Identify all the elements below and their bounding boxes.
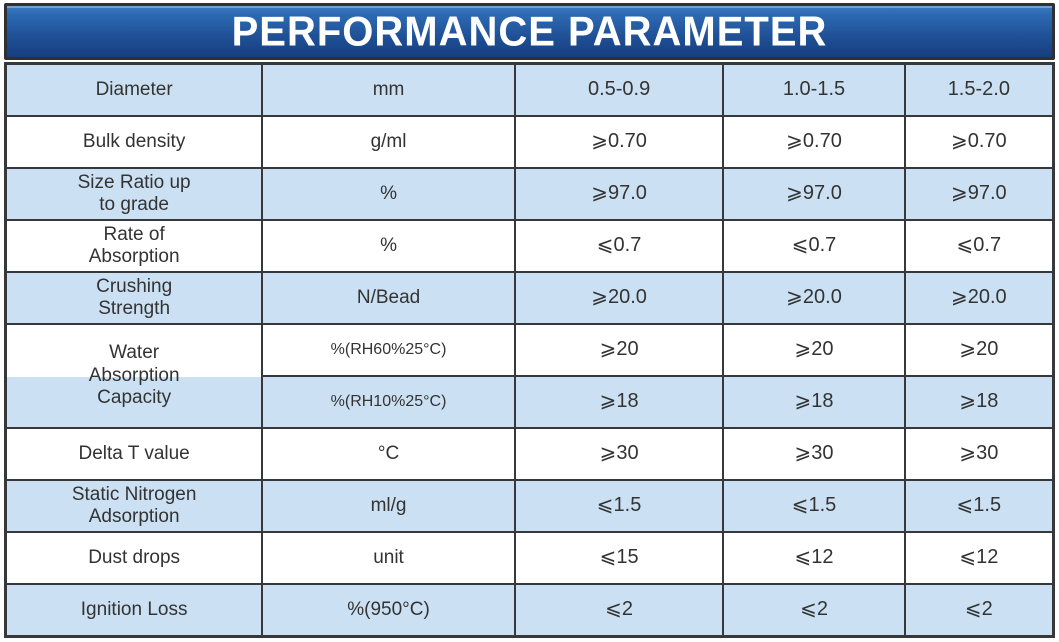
param-value: ⩾20.0: [722, 271, 906, 325]
param-value: ⩾18: [722, 375, 906, 429]
page-title: PERFORMANCE PARAMETER: [231, 8, 828, 55]
header-size-1: 0.5-0.9: [513, 62, 725, 117]
param-value: ⩾20.0: [903, 271, 1055, 325]
param-label: Dust drops: [4, 531, 264, 585]
param-label: Rate of Absorption: [4, 219, 264, 273]
param-value: ⩾97.0: [722, 167, 906, 221]
param-value: ⩽0.7: [903, 219, 1055, 273]
table-row-rate-of-absorption: Rate of Absorption % ⩽0.7 ⩽0.7 ⩽0.7: [4, 219, 1055, 273]
param-value: ⩽2: [722, 583, 906, 638]
param-value: ⩾0.70: [722, 115, 906, 169]
table-row-water-absorption-rh60: Water Absorption Capacity %(RH60%25°C) ⩾…: [4, 323, 1055, 429]
param-value: ⩾18: [903, 375, 1055, 429]
header-size-3: 1.5-2.0: [903, 62, 1055, 117]
table-row-size-ratio: Size Ratio up to grade % ⩾97.0 ⩾97.0 ⩾97…: [4, 167, 1055, 221]
param-value: ⩽0.7: [513, 219, 725, 273]
param-value: ⩾18: [513, 375, 725, 429]
param-value: ⩾20: [513, 323, 725, 377]
param-unit: %: [261, 219, 516, 273]
param-value: ⩾30: [903, 427, 1055, 481]
table-row-delta-t-value: Delta T value °C ⩾30 ⩾30 ⩾30: [4, 427, 1055, 481]
param-value: ⩾20: [722, 323, 906, 377]
param-value: ⩾20.0: [513, 271, 725, 325]
param-label: Ignition Loss: [4, 583, 264, 638]
param-value: ⩾97.0: [903, 167, 1055, 221]
title-banner: PERFORMANCE PARAMETER: [4, 3, 1055, 60]
param-value: ⩽2: [903, 583, 1055, 638]
header-unit: mm: [261, 62, 516, 117]
param-value: ⩾0.70: [903, 115, 1055, 169]
param-value: ⩽0.7: [722, 219, 906, 273]
header-label: Diameter: [4, 62, 264, 117]
table-row-water-absorption-rh10: %(RH10%25°C) ⩾18 ⩾18 ⩾18: [6, 375, 1055, 429]
param-unit: °C: [261, 427, 516, 481]
table-row-crushing-strength: Crushing Strength N/Bead ⩾20.0 ⩾20.0 ⩾20…: [4, 271, 1055, 325]
param-value: ⩾20: [903, 323, 1055, 377]
table-row-dust-drops: Dust drops unit ⩽15 ⩽12 ⩽12: [4, 531, 1055, 585]
param-value: ⩾97.0: [513, 167, 725, 221]
param-label-water-absorption: Water Absorption Capacity: [4, 323, 264, 429]
param-label: Crushing Strength: [4, 271, 264, 325]
param-unit: %(950°C): [261, 583, 516, 638]
param-unit: %: [261, 167, 516, 221]
param-label: Delta T value: [4, 427, 264, 481]
param-value: ⩾30: [513, 427, 725, 481]
param-value: ⩾0.70: [513, 115, 725, 169]
param-label: Static Nitrogen Adsorption: [4, 479, 264, 533]
header-size-2: 1.0-1.5: [722, 62, 906, 117]
param-value: ⩽1.5: [513, 479, 725, 533]
param-value: ⩽1.5: [903, 479, 1055, 533]
param-label: Size Ratio up to grade: [4, 167, 264, 221]
param-value: ⩽15: [513, 531, 725, 585]
param-value: ⩽12: [903, 531, 1055, 585]
param-unit: %(RH60%25°C): [261, 323, 516, 377]
param-label: Bulk density: [4, 115, 264, 169]
param-unit: N/Bead: [261, 271, 516, 325]
param-value: ⩾30: [722, 427, 906, 481]
param-value: ⩽1.5: [722, 479, 906, 533]
param-unit: unit: [261, 531, 516, 585]
table-row-static-nitrogen-adsorption: Static Nitrogen Adsorption ml/g ⩽1.5 ⩽1.…: [4, 479, 1055, 533]
table-row-ignition-loss: Ignition Loss %(950°C) ⩽2 ⩽2 ⩽2: [4, 583, 1055, 638]
table-header-row: Diameter mm 0.5-0.9 1.0-1.5 1.5-2.0: [4, 62, 1055, 117]
table-row-bulk-density: Bulk density g/ml ⩾0.70 ⩾0.70 ⩾0.70: [4, 115, 1055, 169]
param-unit: %(RH10%25°C): [261, 375, 516, 429]
param-unit: ml/g: [261, 479, 516, 533]
performance-parameter-table: Diameter mm 0.5-0.9 1.0-1.5 1.5-2.0 Bulk…: [4, 62, 1055, 638]
param-value: ⩽12: [722, 531, 906, 585]
param-unit: g/ml: [261, 115, 516, 169]
param-value: ⩽2: [513, 583, 725, 638]
